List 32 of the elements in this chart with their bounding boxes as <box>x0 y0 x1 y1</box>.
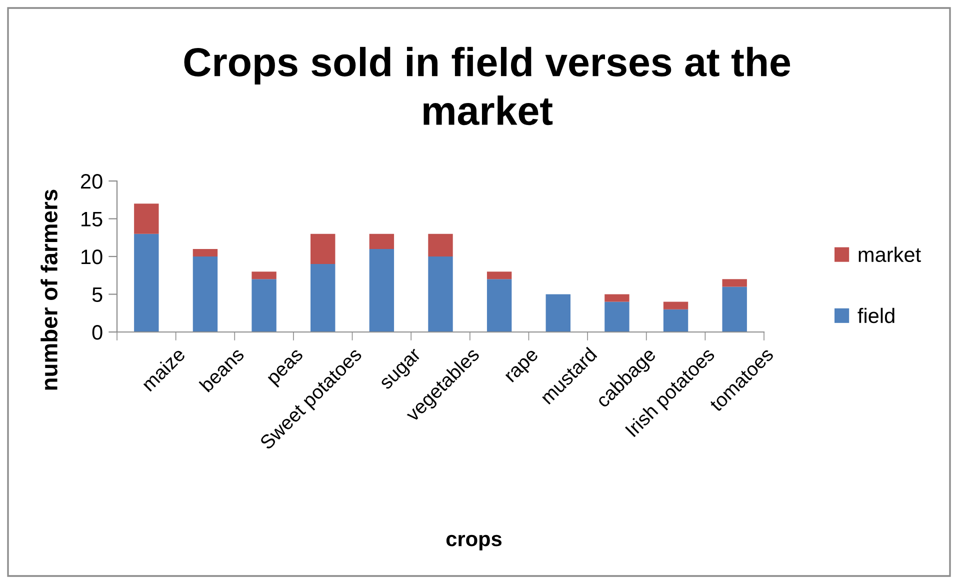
y-tick-label: 10 <box>82 250 102 264</box>
y-tick-label: 5 <box>92 287 102 302</box>
bar <box>663 302 688 310</box>
bar <box>310 264 336 332</box>
y-tick-label: 0 <box>92 325 102 340</box>
bar <box>604 302 630 332</box>
bar <box>722 286 747 332</box>
bar <box>428 234 453 256</box>
legend-label: field <box>858 308 894 324</box>
bar <box>134 234 159 332</box>
bar <box>546 294 570 332</box>
bar <box>663 309 688 332</box>
bar <box>310 234 336 264</box>
bar <box>192 248 218 256</box>
y-axis-title: number of farmers <box>40 190 58 390</box>
bar <box>604 294 630 302</box>
bar <box>192 256 218 332</box>
bar <box>369 248 394 332</box>
x-tick-label: rape <box>505 349 542 386</box>
bar <box>252 279 276 332</box>
bar <box>486 279 512 332</box>
bar <box>134 204 159 234</box>
x-axis-title: crops <box>446 534 502 550</box>
bar <box>722 279 747 287</box>
y-tick-label: 20 <box>80 174 102 189</box>
bar <box>428 256 453 332</box>
y-tick-label: 15 <box>82 212 102 227</box>
chart-title: Crops sold in field verses at the market <box>184 46 790 126</box>
bar <box>369 234 394 249</box>
bar <box>252 272 276 280</box>
bar <box>486 272 512 280</box>
legend-label: market <box>858 246 921 262</box>
